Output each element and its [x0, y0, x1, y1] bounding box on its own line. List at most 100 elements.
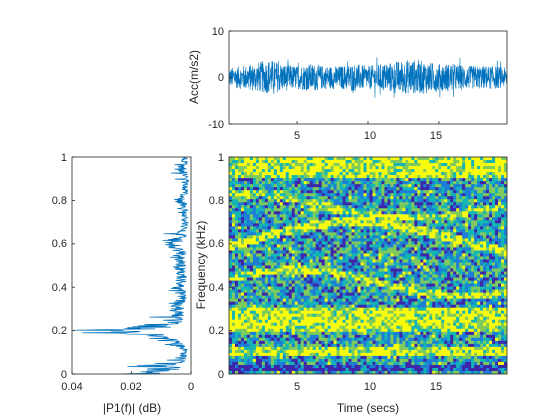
- spectrogram-cell: [345, 340, 349, 345]
- spectrogram-cell: [306, 307, 311, 312]
- spectrogram-cell: [387, 361, 391, 366]
- spectrogram-cell: [282, 271, 287, 275]
- spectrogram-cell: [429, 187, 433, 191]
- spectrogram-cell: [321, 223, 326, 227]
- spectrogram-cell: [396, 199, 400, 203]
- spectrogram-cell: [240, 370, 245, 374]
- spectrogram-cell: [270, 184, 275, 188]
- spectrogram-cell: [327, 247, 332, 251]
- spectrogram-cell: [243, 253, 248, 257]
- spectrogram-cell: [255, 220, 260, 224]
- spectrogram-cell: [303, 319, 308, 324]
- spectrogram-cell: [324, 298, 329, 303]
- spectrogram-cell: [408, 346, 412, 351]
- spectrogram-cell: [306, 220, 311, 224]
- spectrogram-cell: [249, 367, 254, 372]
- spectrogram-cell: [294, 286, 299, 291]
- spectrogram-cell: [342, 163, 346, 167]
- spectrogram-cell: [318, 256, 323, 260]
- spectrogram-cell: [234, 322, 239, 327]
- spectrogram-cell: [378, 226, 382, 230]
- spectrogram-cell: [423, 340, 427, 345]
- spectrogram-cell: [267, 244, 272, 248]
- spectrogram-cell: [327, 160, 332, 164]
- spectrogram-cell: [306, 187, 311, 191]
- spectrogram-cell: [366, 196, 370, 200]
- spectrogram-cell: [327, 172, 332, 176]
- spectrogram-cell: [363, 313, 367, 318]
- spectrogram-cell: [333, 313, 338, 318]
- spectrogram-cell: [342, 337, 346, 342]
- spectrogram-cell: [393, 346, 397, 351]
- spectrogram-cell: [357, 340, 361, 345]
- spectrogram-cell: [351, 319, 355, 324]
- spectrogram-cell: [333, 295, 338, 300]
- spectrogram-cell: [279, 274, 284, 278]
- spectrogram-cell: [339, 256, 343, 260]
- spectrogram-cell: [252, 346, 257, 351]
- spectrogram-cell: [378, 178, 382, 182]
- spectrogram-cell: [369, 205, 373, 209]
- spectrogram-cell: [390, 325, 394, 330]
- spectrogram-cell: [300, 247, 305, 251]
- spectrogram-cell: [261, 235, 266, 239]
- spectrogram-cell: [354, 223, 358, 227]
- spectrogram-cell: [402, 274, 406, 278]
- spectrogram-cell: [381, 196, 385, 200]
- spectrogram-cell: [363, 226, 367, 230]
- spectrogram-cell: [420, 232, 424, 236]
- spectrogram-cell: [273, 190, 278, 194]
- spectrogram-cell: [402, 322, 406, 327]
- spectrogram-cell: [240, 184, 245, 188]
- spectrogram-cell: [303, 178, 308, 182]
- spectrogram-cell: [426, 298, 430, 303]
- spectrogram-cell: [432, 280, 436, 284]
- spectrogram-cell: [243, 355, 248, 360]
- spectrogram-cell: [261, 358, 266, 363]
- spectrogram-cell: [363, 367, 367, 372]
- spectrogram-cell: [294, 184, 299, 188]
- spectrogram-cell: [417, 355, 421, 360]
- spectrogram-cell: [384, 304, 388, 309]
- spectrogram-cell: [324, 277, 329, 281]
- spectrogram-cell: [327, 277, 332, 281]
- spectrogram-cell: [405, 304, 409, 309]
- spectrogram-cell: [255, 346, 260, 351]
- spectrogram-cell: [246, 226, 251, 230]
- spectrogram-cell: [390, 298, 394, 303]
- spectrogram-cell: [276, 172, 281, 176]
- spectrogram-cell: [378, 244, 382, 248]
- spectrogram-cell: [273, 166, 278, 170]
- spectrogram-cell: [378, 277, 382, 281]
- spectrogram-cell: [282, 235, 287, 239]
- spectrogram-cell: [297, 358, 302, 363]
- spectrogram-cell: [354, 334, 358, 339]
- spectrogram-cell: [249, 334, 254, 339]
- spectrogram-cell: [336, 271, 340, 275]
- spectrogram-cell: [288, 337, 293, 342]
- spectrogram-cell: [234, 241, 239, 245]
- spectrogram-cell: [366, 217, 370, 221]
- spectrogram-cell: [315, 214, 320, 218]
- spectrogram-cell: [360, 364, 364, 369]
- spectrogram-cell: [363, 244, 367, 248]
- spectrogram-cell: [369, 226, 373, 230]
- spectrogram-cell: [246, 370, 251, 374]
- spectrogram-cell: [282, 289, 287, 294]
- spectrogram-cell: [411, 340, 415, 345]
- spectrogram-cell: [270, 262, 275, 266]
- spectrogram-cell: [309, 364, 314, 369]
- spectrogram-cell: [330, 355, 335, 360]
- spectrogram-cell: [321, 262, 326, 266]
- spectrogram-cell: [426, 286, 430, 291]
- spectrogram-cell: [384, 331, 388, 336]
- spectrogram-cell: [261, 187, 266, 191]
- spectrogram-cell: [432, 322, 436, 327]
- spectrogram-cell: [357, 211, 361, 215]
- spectrogram-cell: [405, 250, 409, 254]
- spectrogram-cell: [321, 244, 326, 248]
- spectrogram-cell: [408, 274, 412, 278]
- spectrogram-cell: [258, 256, 263, 260]
- spectrogram-cell: [393, 238, 397, 242]
- spectrogram-cell: [279, 211, 284, 215]
